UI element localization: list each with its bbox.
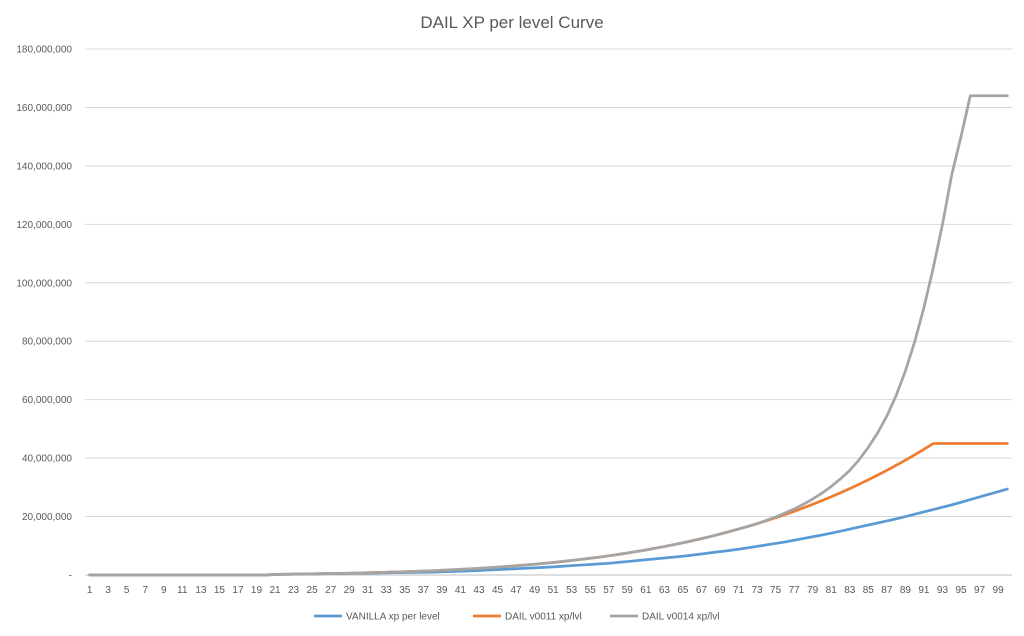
x-tick-label: 67 xyxy=(696,585,708,596)
x-tick-label: 45 xyxy=(492,585,504,596)
x-tick-label: 55 xyxy=(585,585,597,596)
x-tick-label: 79 xyxy=(807,585,819,596)
series-line-3 xyxy=(88,94,1009,577)
legend-label: DAIL v0014 xp/lvl xyxy=(642,612,719,623)
y-tick-label: 40,000,000 xyxy=(22,454,72,465)
x-tick-label: 5 xyxy=(124,585,130,596)
series-lines xyxy=(88,94,1009,577)
y-tick-label: 120,000,000 xyxy=(16,220,72,231)
x-tick-label: 25 xyxy=(307,585,319,596)
x-tick-label: 71 xyxy=(733,585,745,596)
x-tick-label: 61 xyxy=(640,585,652,596)
x-tick-label: 83 xyxy=(844,585,856,596)
y-axis-tick-labels: - 20,000,000 40,000,000 60,000,000 80,000,00… xyxy=(16,45,72,582)
x-tick-label: 95 xyxy=(955,585,967,596)
x-tick-label: 37 xyxy=(418,585,430,596)
x-tick-label: 65 xyxy=(677,585,689,596)
x-tick-label: 39 xyxy=(436,585,448,596)
x-tick-label: 35 xyxy=(399,585,411,596)
x-tick-label: 53 xyxy=(566,585,578,596)
x-tick-label: 11 xyxy=(177,585,188,596)
x-tick-label: 21 xyxy=(269,585,281,596)
y-tick-label: 180,000,000 xyxy=(16,45,72,56)
legend: VANILLA xp per level DAIL v0011 xp/lvl DAI… xyxy=(314,612,719,623)
y-tick-label: 60,000,000 xyxy=(22,395,72,406)
y-tick-label: 20,000,000 xyxy=(22,512,72,523)
x-tick-label: 47 xyxy=(510,585,522,596)
x-tick-label: 73 xyxy=(752,585,764,596)
x-tick-label: 57 xyxy=(603,585,615,596)
x-tick-label: 3 xyxy=(105,585,111,596)
x-tick-label: 29 xyxy=(344,585,356,596)
x-tick-label: 97 xyxy=(974,585,986,596)
x-tick-label: 49 xyxy=(529,585,541,596)
chart-title: DAIL XP per level Curve xyxy=(420,13,603,32)
x-tick-label: 59 xyxy=(622,585,634,596)
legend-label: VANILLA xp per level xyxy=(346,612,440,623)
x-tick-label: 43 xyxy=(473,585,485,596)
x-tick-label: 23 xyxy=(288,585,300,596)
y-tick-label: - xyxy=(69,571,72,582)
x-tick-label: 91 xyxy=(918,585,930,596)
y-tick-label: 160,000,000 xyxy=(16,103,72,114)
x-tick-label: 7 xyxy=(142,585,148,596)
x-tick-label: 17 xyxy=(232,585,244,596)
y-tick-label: 140,000,000 xyxy=(16,161,72,172)
x-tick-label: 63 xyxy=(659,585,671,596)
legend-label: DAIL v0011 xp/lvl xyxy=(505,612,582,623)
x-tick-label: 1 xyxy=(87,585,93,596)
x-tick-label: 87 xyxy=(881,585,893,596)
x-axis-tick-labels: 1 3 5 7 9 11 13 15 17 19 21 23 25 27 29 31 33 35 37 39 41 43 4… xyxy=(87,585,1004,596)
x-tick-label: 75 xyxy=(770,585,782,596)
x-tick-label: 13 xyxy=(195,585,207,596)
x-tick-label: 81 xyxy=(826,585,838,596)
x-tick-label: 77 xyxy=(789,585,801,596)
x-tick-label: 15 xyxy=(214,585,226,596)
x-tick-label: 69 xyxy=(714,585,726,596)
x-tick-label: 99 xyxy=(993,585,1005,596)
x-tick-label: 9 xyxy=(161,585,167,596)
y-tick-label: 100,000,000 xyxy=(16,278,72,289)
x-tick-label: 31 xyxy=(362,585,374,596)
x-tick-label: 85 xyxy=(863,585,875,596)
x-tick-label: 33 xyxy=(381,585,393,596)
y-tick-label: 80,000,000 xyxy=(22,337,72,348)
x-tick-label: 41 xyxy=(455,585,467,596)
x-tick-label: 27 xyxy=(325,585,337,596)
x-tick-label: 89 xyxy=(900,585,912,596)
gridlines xyxy=(85,48,1012,518)
x-tick-label: 19 xyxy=(251,585,263,596)
x-tick-label: 93 xyxy=(937,585,949,596)
x-tick-label: 51 xyxy=(548,585,560,596)
